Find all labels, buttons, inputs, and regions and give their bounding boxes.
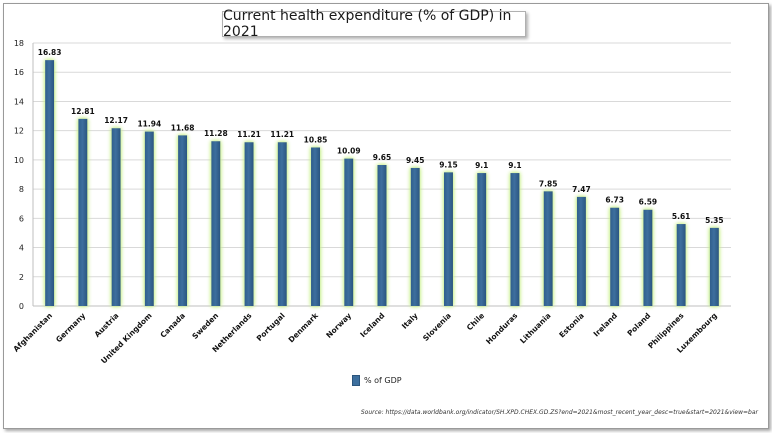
x-tick-label: Iceland (358, 311, 386, 339)
bar-estonia (576, 196, 586, 306)
chart-title: Current health expenditure (% of GDP) in… (222, 8, 526, 40)
x-tick-label: Sweden (190, 311, 220, 341)
bar-luxembourg (709, 227, 719, 306)
data-label: 7.85 (539, 179, 558, 188)
source-note: Source: https://data.worldbank.org/indic… (360, 409, 758, 416)
data-label: 10.85 (304, 135, 328, 144)
data-label: 7.47 (572, 185, 591, 194)
bar-afghanistan (45, 60, 55, 306)
bar-canada (178, 135, 188, 306)
data-label: 11.68 (171, 123, 195, 132)
y-tick-label: 10 (14, 156, 24, 165)
x-tick-label: Denmark (287, 310, 321, 344)
bar-italy (410, 167, 420, 306)
legend-swatch (352, 375, 360, 386)
y-tick-label: 16 (14, 68, 24, 77)
bar-lithuania (543, 191, 553, 306)
x-tick-label: Chile (465, 311, 486, 332)
bar-united-kingdom (144, 131, 154, 306)
x-tick-label: Estonia (557, 311, 585, 339)
x-tick-label: Slovenia (421, 311, 453, 343)
data-label: 12.17 (104, 116, 128, 125)
bar-austria (111, 128, 121, 306)
y-tick-label: 18 (14, 39, 24, 48)
x-tick-label: Italy (400, 311, 420, 331)
x-tick-label: Poland (625, 311, 652, 338)
bar-denmark (311, 147, 321, 306)
data-label: 11.94 (137, 120, 161, 129)
y-tick-label: 12 (14, 127, 24, 136)
x-tick-label: Germany (54, 311, 87, 344)
data-label: 6.73 (605, 196, 624, 205)
data-label: 6.59 (639, 198, 658, 207)
bar-philippines (676, 224, 686, 306)
bar-netherlands (244, 142, 254, 306)
data-label: 5.61 (672, 212, 691, 221)
x-tick-label: Afghanistan (11, 311, 54, 354)
data-label: 9.45 (406, 156, 425, 165)
data-label: 16.83 (38, 48, 62, 57)
x-tick-label: Honduras (484, 311, 520, 347)
x-tick-label: Norway (324, 311, 353, 340)
x-tick-label: Canada (158, 311, 187, 340)
y-tick-label: 6 (19, 214, 24, 223)
data-label: 11.21 (237, 130, 261, 139)
legend: % of GDP (352, 375, 402, 386)
x-tick-label: Austria (93, 311, 121, 339)
bar-germany (78, 118, 88, 306)
bar-poland (643, 209, 653, 306)
x-tick-label: Portugal (255, 311, 287, 343)
data-label: 9.1 (508, 161, 521, 170)
bar-ireland (610, 207, 620, 306)
bar-slovenia (443, 172, 453, 306)
data-label: 9.65 (373, 153, 392, 162)
data-label: 10.09 (337, 147, 361, 156)
data-label: 12.81 (71, 107, 95, 116)
data-label: 9.1 (475, 161, 488, 170)
bar-honduras (510, 173, 520, 306)
y-tick-label: 0 (19, 302, 24, 311)
data-label: 9.15 (439, 160, 458, 169)
bar-chile (477, 173, 487, 306)
x-tick-label: Lithuania (518, 311, 552, 345)
data-label: 5.35 (705, 216, 724, 225)
y-tick-label: 8 (19, 185, 24, 194)
y-tick-label: 4 (19, 244, 24, 253)
x-tick-label: Ireland (592, 311, 620, 339)
legend-label: % of GDP (364, 376, 402, 385)
y-tick-label: 14 (14, 97, 24, 106)
bar-portugal (277, 142, 287, 306)
bar-sweden (211, 141, 221, 306)
y-tick-label: 2 (19, 273, 24, 282)
data-label: 11.21 (270, 130, 294, 139)
bar-norway (344, 158, 354, 306)
data-label: 11.28 (204, 129, 228, 138)
bar-iceland (377, 165, 387, 306)
